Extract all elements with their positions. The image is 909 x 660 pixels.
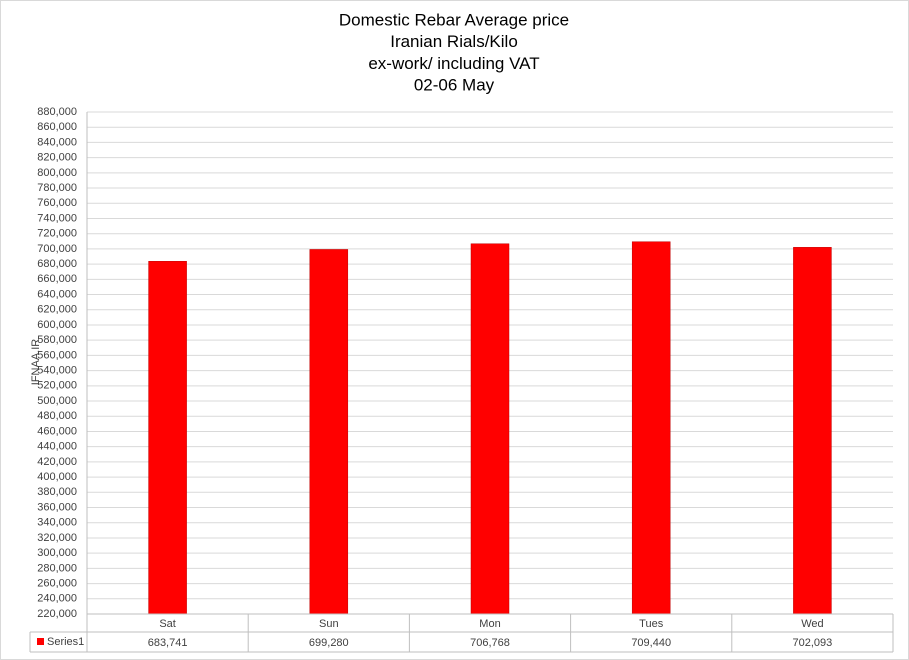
y-tick-label: 460,000 — [37, 425, 77, 437]
table-value: 702,093 — [793, 637, 833, 649]
chart-title: Domestic Rebar Average price — [339, 10, 569, 29]
y-tick-label: 620,000 — [37, 304, 77, 316]
y-tick-label: 720,000 — [37, 228, 77, 240]
bar — [148, 261, 187, 615]
y-tick-label: 340,000 — [37, 517, 77, 529]
y-tick-label: 600,000 — [37, 319, 77, 331]
y-tick-label: 880,000 — [37, 106, 77, 118]
y-tick-label: 240,000 — [37, 593, 77, 605]
x-tick-label: Wed — [801, 618, 823, 630]
y-tick-label: 420,000 — [37, 456, 77, 468]
y-tick-label: 560,000 — [37, 349, 77, 361]
bar — [309, 249, 349, 615]
y-tick-label: 780,000 — [37, 182, 77, 194]
y-tick-label: 520,000 — [37, 380, 77, 392]
y-tick-label: 860,000 — [37, 121, 77, 133]
chart-title: ex-work/ including VAT — [368, 54, 539, 73]
y-tick-label: 760,000 — [37, 197, 77, 209]
bar — [793, 247, 832, 615]
x-tick-label: Mon — [479, 618, 500, 630]
y-tick-label: 280,000 — [37, 562, 77, 574]
y-tick-label: 540,000 — [37, 365, 77, 377]
bar — [631, 241, 671, 615]
y-tick-label: 800,000 — [37, 167, 77, 179]
y-tick-label: 840,000 — [37, 136, 77, 148]
y-tick-label: 220,000 — [37, 608, 77, 620]
table-value: 706,768 — [470, 637, 510, 649]
y-tick-label: 400,000 — [37, 471, 77, 483]
legend-swatch — [37, 638, 44, 645]
y-tick-label: 440,000 — [37, 441, 77, 453]
y-tick-label: 500,000 — [37, 395, 77, 407]
legend-label: Series1 — [47, 636, 84, 648]
y-tick-label: 740,000 — [37, 212, 77, 224]
y-tick-label: 360,000 — [37, 501, 77, 513]
y-tick-label: 700,000 — [37, 243, 77, 255]
y-tick-label: 680,000 — [37, 258, 77, 270]
y-tick-label: 820,000 — [37, 152, 77, 164]
y-tick-label: 660,000 — [37, 273, 77, 285]
x-tick-label: Tues — [639, 618, 664, 630]
y-tick-label: 320,000 — [37, 532, 77, 544]
table-value: 683,741 — [148, 637, 188, 649]
table-value: 709,440 — [631, 637, 671, 649]
y-axis-label: IFNAA.IR — [30, 339, 42, 386]
bar — [470, 243, 510, 615]
y-tick-label: 300,000 — [37, 547, 77, 559]
y-tick-label: 580,000 — [37, 334, 77, 346]
y-tick-label: 640,000 — [37, 288, 77, 300]
x-tick-label: Sun — [319, 618, 339, 630]
x-tick-label: Sat — [159, 618, 176, 630]
chart-title: Iranian Rials/Kilo — [390, 32, 518, 51]
y-tick-label: 260,000 — [37, 577, 77, 589]
chart-title: 02-06 May — [414, 76, 495, 95]
y-tick-label: 380,000 — [37, 486, 77, 498]
table-value: 699,280 — [309, 637, 349, 649]
y-tick-label: 480,000 — [37, 410, 77, 422]
